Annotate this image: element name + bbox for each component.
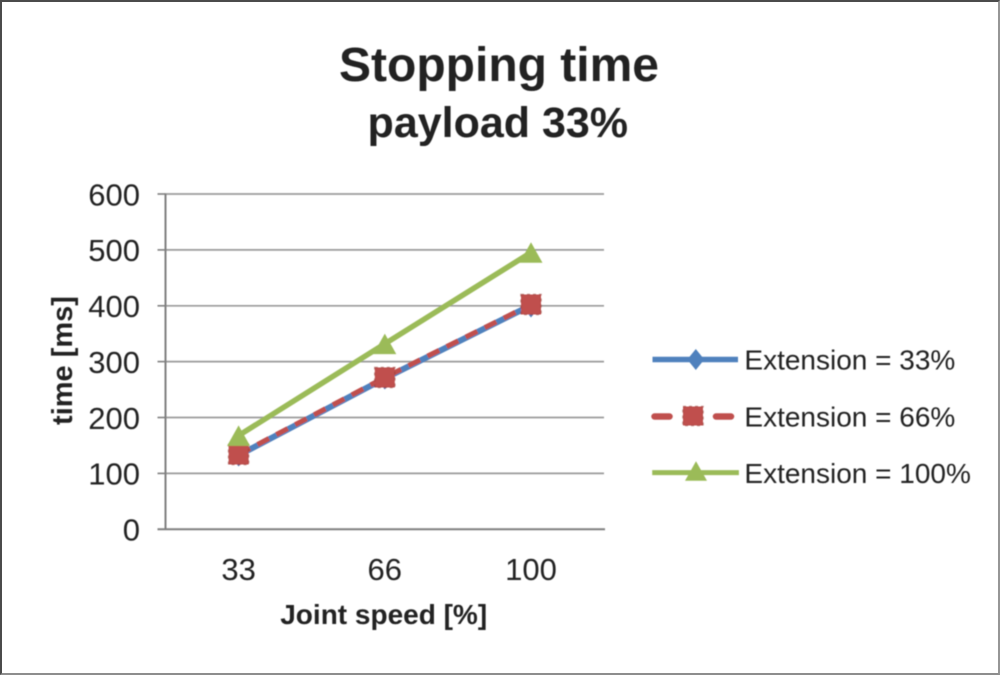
svg-text:time [ms]: time [ms]: [47, 296, 79, 425]
svg-text:Joint speed [%]: Joint speed [%]: [280, 599, 487, 630]
svg-text:100: 100: [88, 457, 140, 492]
svg-text:Stopping time: Stopping time: [339, 39, 659, 92]
svg-text:payload 33%: payload 33%: [368, 99, 629, 147]
svg-text:0: 0: [123, 513, 140, 548]
svg-text:Extension = 100%: Extension = 100%: [744, 458, 971, 489]
svg-text:300: 300: [88, 345, 140, 380]
svg-text:33: 33: [221, 552, 255, 587]
svg-text:100: 100: [505, 552, 557, 587]
svg-text:600: 600: [88, 177, 140, 212]
svg-text:Extension = 66%: Extension = 66%: [744, 402, 955, 433]
svg-text:66: 66: [368, 552, 402, 587]
svg-text:200: 200: [88, 401, 140, 436]
svg-text:Extension = 33%: Extension = 33%: [744, 345, 955, 376]
svg-text:400: 400: [88, 289, 140, 324]
svg-text:500: 500: [88, 233, 140, 268]
